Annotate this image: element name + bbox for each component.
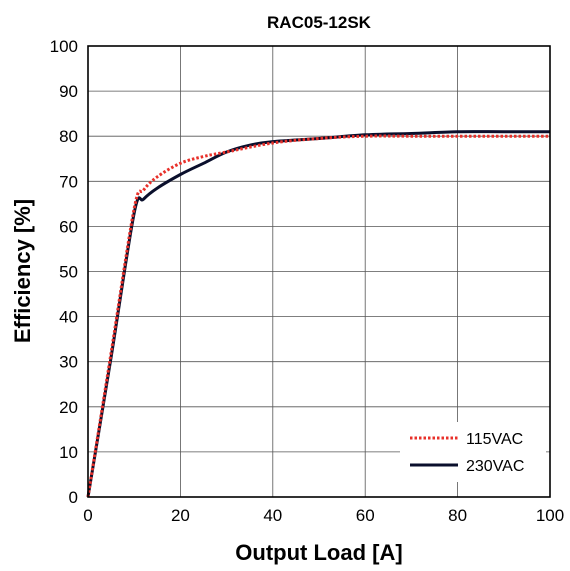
y-tick-labels: 0 10 20 30 40 50 60 70 80 90 100	[50, 37, 78, 507]
x-tick-labels: 0 20 40 60 80 100	[83, 506, 564, 525]
x-tick-label-100: 100	[536, 506, 564, 525]
legend-background	[400, 422, 546, 482]
y-tick-label-60: 60	[59, 217, 78, 236]
plot-frame	[87, 45, 551, 498]
x-tick-label-0: 0	[83, 506, 92, 525]
series-line-115vac	[86, 134, 550, 498]
y-tick-label-70: 70	[59, 172, 78, 191]
y-tick-label-20: 20	[59, 398, 78, 417]
y-tick-label-50: 50	[59, 263, 78, 282]
y-axis-label: Efficiency [%]	[10, 199, 35, 343]
y-tick-label-30: 30	[59, 353, 78, 372]
y-tick-label-90: 90	[59, 82, 78, 101]
y-tick-label-40: 40	[59, 308, 78, 327]
y-tick-label-100: 100	[50, 37, 78, 56]
x-axis-label: Output Load [A]	[235, 540, 402, 565]
legend: 115VAC 230VAC	[400, 422, 546, 482]
x-tick-label-80: 80	[448, 506, 467, 525]
x-tick-label-40: 40	[263, 506, 282, 525]
legend-label-230vac: 230VAC	[466, 458, 524, 475]
x-tick-label-60: 60	[356, 506, 375, 525]
series-lines	[86, 130, 550, 498]
y-tick-label-10: 10	[59, 443, 78, 462]
y-tick-label-0: 0	[69, 488, 78, 507]
x-tick-label-20: 20	[171, 506, 190, 525]
y-tick-label-80: 80	[59, 127, 78, 146]
chart-title: RAC05-12SK	[267, 13, 372, 32]
legend-label-115vac: 115VAC	[466, 431, 523, 448]
